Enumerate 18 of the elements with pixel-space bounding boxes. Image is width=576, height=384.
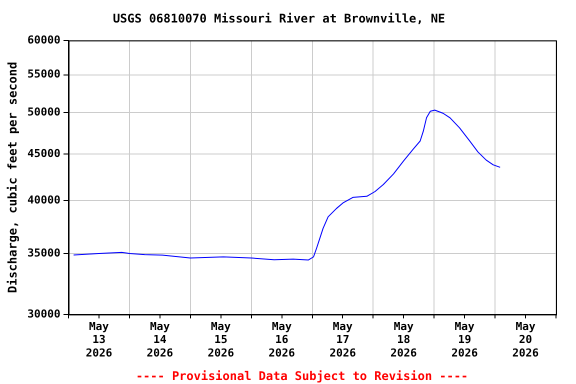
y-tick-label: 55000 <box>27 68 61 81</box>
y-tick-label: 35000 <box>27 246 61 260</box>
y-tick-label: 30000 <box>27 307 61 320</box>
x-tick-label: May 13 2026 <box>86 320 113 360</box>
y-tick-label: 50000 <box>27 105 61 118</box>
y-tick-label: 60000 <box>27 33 61 46</box>
y-axis-title: Discharge, cubic feet per second <box>5 62 20 293</box>
chart-title: USGS 06810070 Missouri River at Brownville, NE <box>112 11 446 26</box>
text: ---- Provisional Data Subject to Revision ---- <box>136 369 468 383</box>
x-tick-label: May 15 2026 <box>208 320 234 360</box>
x-tick-label: May 17 2026 <box>329 320 356 360</box>
x-tick-label: May 19 2026 <box>451 320 478 360</box>
x-tick-label: May 20 2026 <box>512 320 540 360</box>
y-tick-label: 40000 <box>27 194 61 207</box>
x-tick-label: May 16 2026 <box>268 320 296 360</box>
y-tick-label: 45000 <box>27 146 61 160</box>
x-tick-label: May 14 2026 <box>146 320 174 360</box>
x-tick-label: May 18 2026 <box>390 320 418 360</box>
